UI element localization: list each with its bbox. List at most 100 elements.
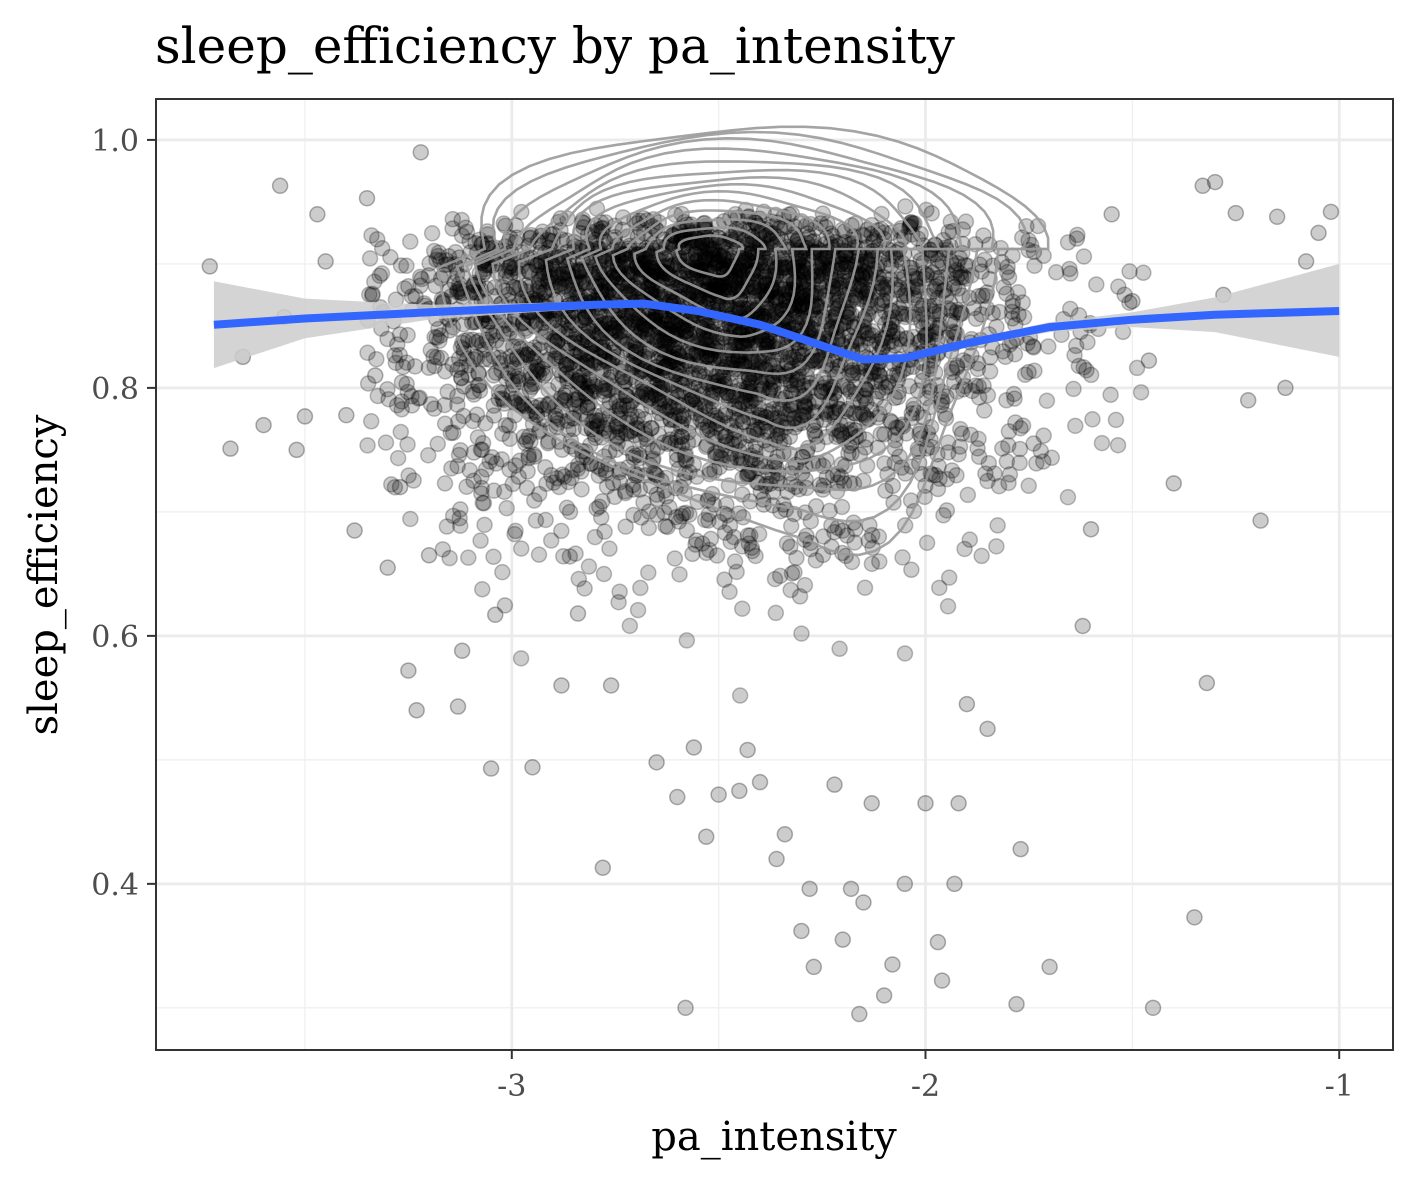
scatter-point (761, 305, 778, 322)
scatter-point (596, 523, 613, 540)
scatter-point (638, 386, 655, 404)
scatter-point (1008, 995, 1025, 1013)
scatter-point (886, 337, 903, 354)
y-tick-label: 0.4 (91, 868, 139, 903)
scatter-point (474, 494, 492, 512)
scatter-point (530, 546, 548, 563)
scatter-point (543, 466, 560, 484)
scatter-point (684, 545, 701, 563)
scatter-point (774, 286, 791, 303)
scatter-point (843, 445, 860, 462)
scatter-point (591, 412, 608, 429)
scatter-point (760, 370, 778, 388)
scatter-point (496, 483, 513, 501)
scatter-point (369, 387, 387, 405)
scatter-point (812, 215, 829, 232)
scatter-point (579, 331, 596, 349)
scatter-point (497, 416, 515, 434)
scatter-point (563, 317, 580, 334)
scatter-point (678, 632, 696, 649)
scatter-point (640, 519, 658, 537)
scatter-point (842, 880, 860, 898)
scatter-point (931, 579, 948, 597)
scatter-point (617, 484, 634, 502)
scatter-point (527, 315, 545, 333)
scatter-point (444, 507, 462, 525)
scatter-point (398, 375, 415, 393)
scatter-point (753, 377, 770, 394)
scatter-point (511, 452, 529, 470)
scatter-point (871, 553, 888, 570)
scatter-point (837, 246, 855, 264)
scatter-point (677, 999, 694, 1017)
scatter-point (485, 482, 503, 499)
scatter-point (555, 548, 572, 565)
scatter-point (894, 549, 911, 566)
scatter-point (461, 462, 478, 479)
scatter-point (361, 250, 379, 267)
scatter-point (783, 565, 801, 582)
scatter-point (933, 972, 951, 989)
scatter-point (255, 416, 272, 434)
scatter-point (897, 198, 914, 215)
scatter-point (734, 600, 751, 617)
scatter-point (451, 517, 469, 534)
x-tick-label: -3 (497, 1069, 526, 1104)
scatter-point (338, 406, 355, 424)
scatter-point (745, 353, 763, 371)
scatter-point (788, 263, 805, 280)
scatter-point (728, 412, 746, 429)
scatter-point (743, 542, 761, 560)
scatter-point (460, 331, 477, 349)
scatter-point (750, 525, 768, 543)
scatter-point (756, 268, 774, 285)
scatter-point (1186, 909, 1203, 926)
scatter-point (696, 249, 714, 266)
scatter-point (758, 300, 775, 317)
scatter-point (1059, 234, 1077, 251)
scatter-point (763, 232, 781, 250)
scatter-point (851, 1005, 868, 1023)
scatter-point (1047, 264, 1065, 281)
scatter-point (863, 225, 880, 242)
scatter-point (588, 500, 605, 517)
scatter-point (848, 290, 865, 308)
scatter-point (940, 569, 958, 586)
scatter-point (518, 432, 535, 449)
scatter-point (798, 368, 816, 385)
scatter-point (554, 402, 571, 419)
scatter-point (565, 405, 582, 423)
scatter-point (485, 548, 502, 566)
scatter-point (403, 388, 420, 405)
scatter-point (998, 263, 1016, 281)
scatter-point (973, 263, 990, 280)
scatter-point (872, 425, 890, 443)
scatter-point (746, 337, 764, 355)
scatter-point (530, 277, 547, 294)
scatter-point (222, 440, 239, 457)
scatter-point (1165, 475, 1182, 492)
scatter-point (412, 277, 429, 294)
scatter-point (856, 439, 874, 456)
scatter-point (762, 225, 780, 242)
scatter-point (431, 332, 448, 350)
scatter-point (598, 478, 616, 495)
scatter-point (402, 510, 419, 528)
scatter-point (862, 335, 879, 353)
scatter-point (1061, 300, 1079, 318)
scatter-point (956, 540, 973, 558)
scatter-point (953, 425, 971, 442)
scatter-point (1035, 453, 1052, 470)
scatter-point (1067, 417, 1084, 435)
scatter-point (563, 469, 580, 487)
scatter-point (1005, 385, 1023, 403)
scatter-point (494, 563, 511, 581)
scatter-point (793, 464, 811, 482)
scatter-point (1109, 436, 1127, 454)
scatter-point (666, 316, 684, 333)
scatter-point (670, 513, 688, 530)
scatter-point (632, 579, 649, 597)
scatter-point (781, 538, 799, 556)
scatter-point (593, 214, 610, 231)
